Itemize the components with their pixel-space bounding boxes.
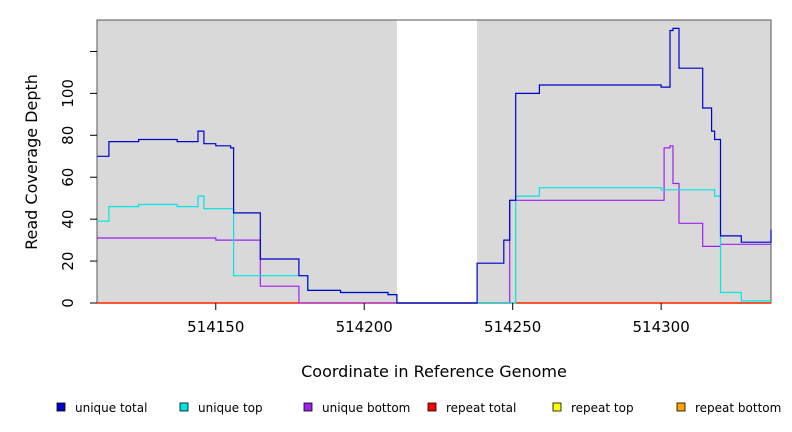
legend-label: repeat bottom (695, 401, 781, 415)
y-tick-label: 80 (59, 126, 77, 145)
legend-label: unique total (75, 401, 147, 415)
legend-swatch (56, 402, 66, 412)
legend-swatch (676, 402, 686, 412)
shaded-regions (97, 20, 771, 303)
y-tick-label: 60 (59, 168, 77, 187)
axes: 0 20 40 60 80 100 514150 514200 514250 514300 (59, 50, 690, 336)
legend-swatch (552, 402, 562, 412)
shaded-region-0 (97, 20, 397, 303)
y-tick-label: 100 (59, 79, 77, 108)
legend-swatch (427, 402, 437, 412)
y-tick-label: 40 (59, 210, 77, 229)
legend-label: repeat top (571, 401, 634, 415)
legend-swatch (179, 402, 189, 412)
legend: unique total unique top unique bottom repea… (56, 401, 781, 415)
x-tick-label: 514200 (336, 318, 393, 336)
series-lines (97, 27, 772, 304)
legend-swatch (303, 402, 313, 412)
series-line-unique-bottom (97, 145, 771, 304)
x-axis-title: Coordinate in Reference Genome (301, 362, 567, 381)
legend-label: unique top (198, 401, 263, 415)
x-tick-label: 514150 (187, 318, 244, 336)
x-tick-label: 514300 (633, 318, 690, 336)
x-tick-label: 514250 (484, 318, 541, 336)
y-tick-label: 0 (59, 298, 77, 308)
y-tick-label: 20 (59, 252, 77, 271)
legend-label: unique bottom (322, 401, 410, 415)
y-axis-title: Read Coverage Depth (22, 74, 41, 250)
shaded-region-1 (477, 20, 771, 303)
series-line-unique-total (97, 27, 772, 304)
legend-label: repeat total (446, 401, 516, 415)
